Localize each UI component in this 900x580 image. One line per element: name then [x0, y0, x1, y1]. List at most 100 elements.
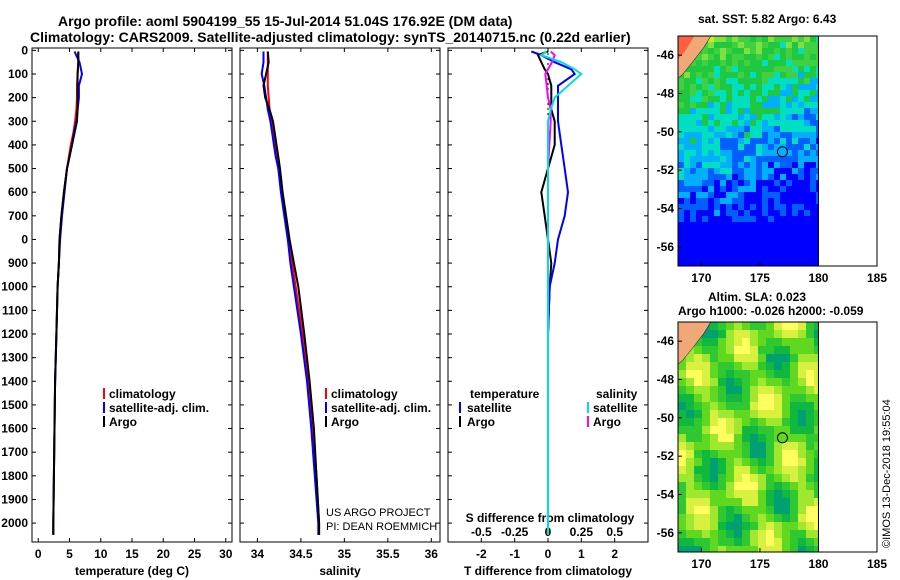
map-cell [702, 386, 710, 394]
land-warm-patch [678, 36, 695, 59]
map-cell [744, 198, 750, 204]
map-cell [696, 252, 702, 258]
map-cell [766, 346, 774, 354]
map-cell [810, 174, 816, 180]
map-cell [814, 354, 819, 362]
map-cell [774, 418, 782, 426]
map-cell [726, 60, 732, 66]
map-cell [696, 150, 702, 156]
map-cell [726, 240, 732, 246]
map-cell [810, 90, 816, 96]
map-cell [684, 186, 690, 192]
map-cell [678, 126, 684, 132]
map-cell [810, 72, 816, 78]
map-cell [782, 402, 790, 410]
map-cell [792, 228, 798, 234]
map-cell [732, 102, 738, 108]
timestamp-text: ©IMOS 13-Dec-2018 19:55:04 [881, 399, 893, 548]
map-cell [804, 168, 810, 174]
map-cell [768, 114, 774, 120]
map-cell [738, 216, 744, 222]
y-tick-label: 1800 [1, 469, 28, 483]
map-cell [734, 426, 742, 434]
map-cell [694, 514, 702, 522]
map-cell [694, 522, 702, 530]
temperature-panel: 0100200300400500600700090010001100120013… [1, 43, 232, 578]
map-cell [816, 138, 819, 144]
map-cell [718, 474, 726, 482]
map-cell [708, 174, 714, 180]
map-cell [686, 402, 694, 410]
map-cell [774, 258, 780, 264]
map-cell [744, 48, 750, 54]
map-cell [702, 54, 708, 60]
map-cell [750, 54, 756, 60]
map-cell [732, 120, 738, 126]
y-tick-label: 500 [8, 162, 28, 176]
map-cell [810, 264, 816, 266]
map-cell [738, 36, 744, 42]
map-cell [814, 506, 819, 514]
map-cell [790, 482, 798, 490]
map-cell [750, 522, 758, 530]
map-cell [710, 402, 718, 410]
map-cell [738, 72, 744, 78]
map-cell [678, 228, 684, 234]
map-cell [714, 174, 720, 180]
map-cell [744, 72, 750, 78]
map-cell [708, 180, 714, 186]
map-cell [816, 240, 819, 246]
map-cell [798, 410, 806, 418]
map-cell [690, 252, 696, 258]
map-cell [766, 482, 774, 490]
map-cell [786, 234, 792, 240]
map-cell [738, 186, 744, 192]
map-cell [756, 42, 762, 48]
map-cell [678, 252, 684, 258]
map-cell [696, 168, 702, 174]
map-cell [798, 530, 806, 538]
map-cell [816, 162, 819, 168]
map-cell [702, 210, 708, 216]
map-cell [720, 204, 726, 210]
map-cell [750, 96, 756, 102]
map-cell [744, 186, 750, 192]
map-cell [762, 240, 768, 246]
map-cell [684, 264, 690, 266]
map-cell [756, 150, 762, 156]
map-cell [694, 546, 702, 552]
x-tick-label: 30 [219, 547, 233, 561]
map-cell [744, 36, 750, 42]
map-cell [750, 466, 758, 474]
map-cell [742, 394, 750, 402]
map-cell [710, 458, 718, 466]
map-cell [792, 48, 798, 54]
map-cell [708, 198, 714, 204]
map-cell [710, 394, 718, 402]
series-line [260, 51, 320, 535]
map-cell [742, 450, 750, 458]
plot-frame [239, 47, 441, 543]
sst-map-panel: 170 175 180 185-46-48-50-52-54-56 [657, 35, 887, 285]
map-cell [780, 60, 786, 66]
map-cell [762, 78, 768, 84]
map-cell [774, 322, 782, 330]
map-cell [684, 198, 690, 204]
map-cell [790, 330, 798, 338]
map-cell [726, 522, 734, 530]
map-cell [738, 264, 744, 266]
map-cell [710, 338, 718, 346]
map-cell [734, 338, 742, 346]
map-cell [726, 418, 734, 426]
y-tick-label: -48 [657, 87, 675, 101]
map-cell [678, 138, 684, 144]
map-cell [678, 144, 684, 150]
map-cell [816, 78, 819, 84]
map-cell [726, 246, 732, 252]
map-cell [798, 108, 804, 114]
map-cell [814, 522, 819, 530]
map-cell [710, 450, 718, 458]
map-cell [702, 450, 710, 458]
map-cell [710, 370, 718, 378]
map-cell [702, 482, 710, 490]
